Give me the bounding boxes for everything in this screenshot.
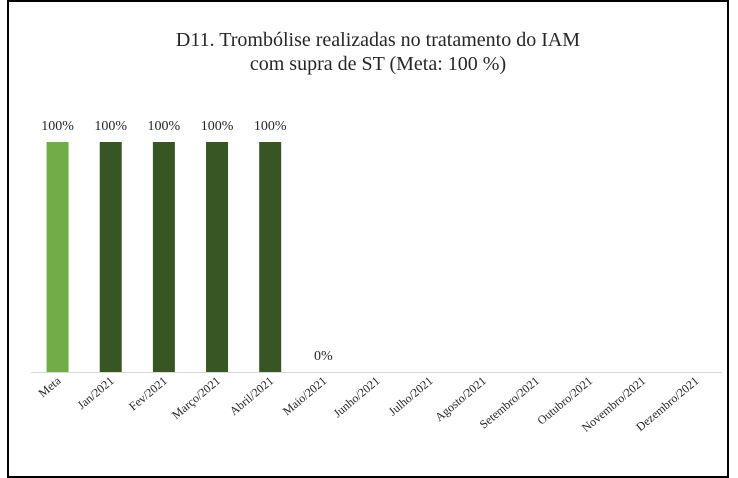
data-label: 100% <box>254 119 287 134</box>
chart-title: D11. Trombólise realizadas no tratamento… <box>176 29 580 51</box>
data-label: 100% <box>41 119 74 134</box>
bar <box>259 142 282 372</box>
bar <box>46 142 69 372</box>
chart-frame <box>7 0 729 478</box>
data-label: 100% <box>148 119 181 134</box>
chart-title: com supra de ST (Meta: 100 %) <box>250 53 506 75</box>
data-label: 100% <box>201 119 234 134</box>
bar <box>99 142 122 372</box>
data-label: 0% <box>314 349 333 364</box>
bar <box>152 142 175 372</box>
bar <box>206 142 229 372</box>
data-label: 100% <box>94 119 127 134</box>
